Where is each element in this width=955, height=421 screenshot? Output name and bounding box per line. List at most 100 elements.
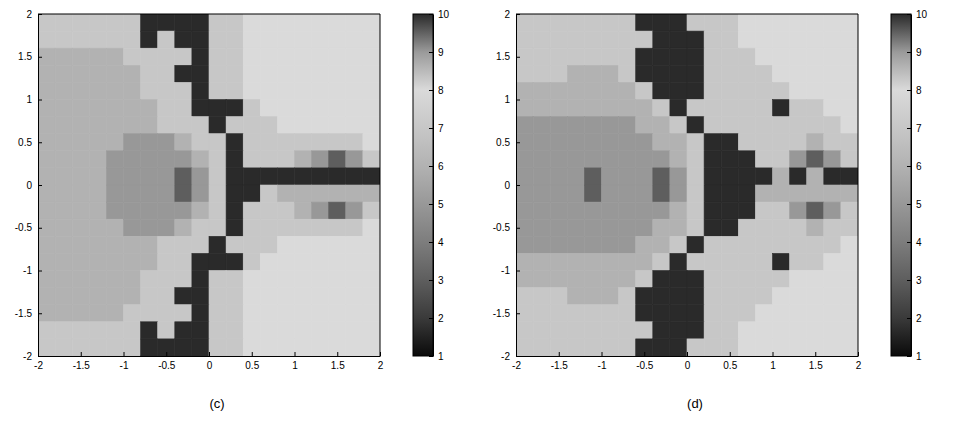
cell <box>841 185 858 202</box>
cell <box>790 14 807 31</box>
cell <box>329 185 346 202</box>
cell <box>329 134 346 151</box>
tick-label: 0.5 <box>723 360 737 371</box>
cell <box>602 253 619 270</box>
cell <box>72 339 89 356</box>
cell <box>363 48 380 65</box>
cell <box>584 288 601 305</box>
cell <box>260 100 277 117</box>
cell <box>243 339 260 356</box>
cell <box>567 31 584 48</box>
tick-label: 1 <box>770 360 776 371</box>
cell <box>192 65 209 82</box>
cell <box>175 271 192 288</box>
cell <box>346 82 363 99</box>
cell <box>329 117 346 134</box>
cell <box>38 185 55 202</box>
cell <box>721 151 738 168</box>
tick: 2 <box>856 352 862 371</box>
cell <box>584 168 601 185</box>
cell <box>312 31 329 48</box>
tick: -1 <box>598 352 607 371</box>
cell <box>124 134 141 151</box>
cell <box>721 236 738 253</box>
tick: -1 <box>120 352 129 371</box>
cell <box>260 305 277 322</box>
cell <box>243 82 260 99</box>
cell <box>226 185 243 202</box>
cell <box>55 168 72 185</box>
cell <box>704 271 721 288</box>
cell <box>516 82 533 99</box>
cell <box>619 117 636 134</box>
cell <box>516 236 533 253</box>
cell <box>329 151 346 168</box>
cell <box>550 14 567 31</box>
cell <box>516 100 533 117</box>
cell <box>312 185 329 202</box>
tick-mark <box>559 352 560 356</box>
cell <box>55 48 72 65</box>
cell <box>243 271 260 288</box>
cell <box>89 151 106 168</box>
cell <box>619 168 636 185</box>
cell <box>55 305 72 322</box>
cell <box>550 134 567 151</box>
axis-line <box>911 15 912 357</box>
cell <box>516 322 533 339</box>
cell <box>807 117 824 134</box>
cell <box>277 271 294 288</box>
tick-label: 2 <box>856 360 862 371</box>
cell <box>687 48 704 65</box>
cell <box>824 185 841 202</box>
cell <box>636 31 653 48</box>
cell <box>516 31 533 48</box>
cell <box>807 202 824 219</box>
cell <box>516 271 533 288</box>
cell <box>584 100 601 117</box>
cell <box>277 288 294 305</box>
tick: 1 <box>26 94 42 105</box>
cell <box>295 202 312 219</box>
cell <box>295 236 312 253</box>
cell <box>209 339 226 356</box>
cell <box>533 219 550 236</box>
cell <box>567 339 584 356</box>
cell <box>277 117 294 134</box>
cell <box>346 288 363 305</box>
cell <box>55 82 72 99</box>
tick: -0.5 <box>493 222 520 233</box>
tick: 10 <box>907 9 928 20</box>
cell <box>363 82 380 99</box>
cell <box>175 100 192 117</box>
cell <box>550 48 567 65</box>
cell <box>602 322 619 339</box>
tick: 2 <box>378 352 384 371</box>
cell <box>516 339 533 356</box>
cell <box>738 100 755 117</box>
cell <box>346 253 363 270</box>
cell <box>619 202 636 219</box>
cell <box>790 253 807 270</box>
cell <box>295 253 312 270</box>
cell <box>602 305 619 322</box>
tick-mark <box>429 242 433 243</box>
cell <box>738 31 755 48</box>
cell <box>721 134 738 151</box>
cell <box>209 271 226 288</box>
cell <box>602 151 619 168</box>
cell <box>312 253 329 270</box>
cell <box>807 253 824 270</box>
cell <box>346 151 363 168</box>
tick-label: 3 <box>916 275 922 286</box>
cell <box>175 134 192 151</box>
cell <box>363 168 380 185</box>
cell <box>363 288 380 305</box>
tick: 1 <box>292 352 298 371</box>
cell <box>584 271 601 288</box>
panel-label: (c) <box>209 396 224 411</box>
tick: 0 <box>207 352 213 371</box>
cell <box>243 288 260 305</box>
cell <box>209 14 226 31</box>
cell <box>602 288 619 305</box>
